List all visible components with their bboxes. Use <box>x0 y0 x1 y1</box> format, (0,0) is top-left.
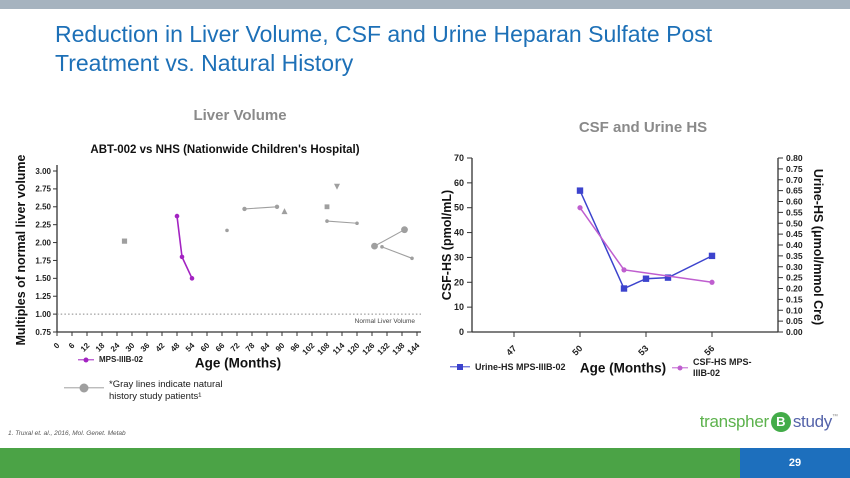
blue-square-marker-icon <box>450 363 470 371</box>
logo-text-study: study <box>792 412 832 431</box>
svg-text:90: 90 <box>274 341 287 354</box>
svg-text:0.35: 0.35 <box>786 251 803 261</box>
svg-text:60: 60 <box>199 341 212 354</box>
legend-urine-hs: Urine-HS MPS-IIIB-02 <box>450 362 566 372</box>
svg-text:132: 132 <box>376 341 392 357</box>
svg-text:0.30: 0.30 <box>786 262 803 272</box>
purple-line-marker-icon <box>78 356 94 364</box>
svg-text:50: 50 <box>454 203 464 213</box>
svg-text:0.40: 0.40 <box>786 240 803 250</box>
liver-x-axis-label: Age (Months) <box>194 355 282 371</box>
svg-text:48: 48 <box>169 341 182 354</box>
svg-text:0.75: 0.75 <box>786 164 803 174</box>
svg-text:0.55: 0.55 <box>786 207 803 217</box>
svg-text:1.75: 1.75 <box>35 256 51 265</box>
top-bar <box>0 0 850 9</box>
svg-text:0.75: 0.75 <box>35 328 51 337</box>
svg-text:0.00: 0.00 <box>786 327 803 337</box>
svg-text:0: 0 <box>52 341 62 351</box>
svg-text:0.65: 0.65 <box>786 186 803 196</box>
svg-text:138: 138 <box>391 341 407 357</box>
svg-text:2.50: 2.50 <box>35 203 51 212</box>
svg-text:20: 20 <box>454 277 464 287</box>
svg-text:126: 126 <box>361 341 377 357</box>
svg-text:70: 70 <box>454 153 464 163</box>
svg-text:1.25: 1.25 <box>35 292 51 301</box>
svg-text:66: 66 <box>214 341 227 354</box>
svg-text:54: 54 <box>184 341 197 354</box>
csf-chart-title: CSF and Urine HS <box>578 119 708 136</box>
reference-footnote: 1. Truxal et. al., 2016, Mol. Genet. Met… <box>8 430 126 437</box>
gray-line-marker-icon <box>64 382 104 393</box>
svg-text:6: 6 <box>67 341 77 351</box>
legend-mps-label: MPS-IIIB-02 <box>99 355 144 364</box>
legend-natural-history-note: *Gray lines indicate natural history stu… <box>109 379 223 402</box>
bottom-green-bar <box>0 448 850 478</box>
svg-text:42: 42 <box>154 341 167 354</box>
svg-text:0.80: 0.80 <box>786 153 803 163</box>
svg-text:2.00: 2.00 <box>35 238 51 247</box>
svg-text:72: 72 <box>229 341 242 354</box>
svg-text:0.70: 0.70 <box>786 175 803 185</box>
svg-text:47: 47 <box>504 343 518 357</box>
purple-circle-marker-icon <box>672 364 688 372</box>
svg-text:18: 18 <box>94 341 107 354</box>
legend-mps-iiib-02: MPS-IIIB-02 <box>78 355 143 364</box>
svg-text:144: 144 <box>406 341 422 357</box>
svg-text:102: 102 <box>301 341 317 357</box>
svg-text:60: 60 <box>454 178 464 188</box>
csf-left-axis-label: CSF-HS (pmol/mL) <box>440 189 454 301</box>
svg-text:10: 10 <box>454 302 464 312</box>
liver-chart-plot: 0.75 1.00 1.25 1.50 1.75 2.00 2.25 2.50 2.75 3.00… <box>35 165 422 357</box>
legend-csf-hs: CSF-HS MPS-IIIB-02 <box>672 357 755 379</box>
svg-text:50: 50 <box>570 343 584 357</box>
svg-text:84: 84 <box>259 341 272 354</box>
legend-natural-history: *Gray lines indicate natural history stu… <box>64 379 241 403</box>
page-number: 29 <box>740 448 850 478</box>
svg-text:0.25: 0.25 <box>786 273 803 283</box>
logo-b-badge-icon: B <box>770 412 791 432</box>
svg-text:0.15: 0.15 <box>786 294 803 304</box>
svg-text:0.60: 0.60 <box>786 197 803 207</box>
legend-urine-label: Urine-HS MPS-IIIB-02 <box>475 362 566 372</box>
svg-text:120: 120 <box>346 341 362 357</box>
svg-text:53: 53 <box>636 343 650 357</box>
svg-text:40: 40 <box>454 228 464 238</box>
svg-text:0.45: 0.45 <box>786 229 803 239</box>
svg-text:0.05: 0.05 <box>786 316 803 326</box>
svg-text:Normal Liver Volume: Normal Liver Volume <box>355 318 416 325</box>
svg-text:3.00: 3.00 <box>35 167 51 176</box>
svg-text:30: 30 <box>124 341 137 354</box>
svg-text:0.20: 0.20 <box>786 284 803 294</box>
svg-text:1.00: 1.00 <box>35 310 51 319</box>
svg-text:2.75: 2.75 <box>35 185 51 194</box>
urine-right-axis-label: Urine-HS (μmol/mmol Cre) <box>811 168 825 326</box>
svg-text:96: 96 <box>289 341 302 354</box>
svg-text:0: 0 <box>459 327 464 337</box>
legend-csf-label: CSF-HS MPS-IIIB-02 <box>693 357 752 378</box>
svg-text:56: 56 <box>702 343 716 357</box>
svg-text:2.25: 2.25 <box>35 220 51 229</box>
svg-text:12: 12 <box>79 341 92 354</box>
trademark-icon: ™ <box>832 414 838 420</box>
liver-y-axis-label: Multiples of normal liver volume <box>14 154 28 346</box>
liver-chart-title: Liver Volume <box>193 107 287 124</box>
svg-text:1.50: 1.50 <box>35 274 51 283</box>
svg-text:114: 114 <box>331 341 347 357</box>
svg-text:78: 78 <box>244 341 257 354</box>
svg-text:36: 36 <box>139 341 152 354</box>
svg-text:0.50: 0.50 <box>786 218 803 228</box>
svg-text:108: 108 <box>316 341 332 357</box>
svg-text:30: 30 <box>454 252 464 262</box>
slide-title: Reduction in Liver Volume, CSF and Urine… <box>55 21 713 76</box>
csf-urine-chart-plot: 0102030405060700.000.050.100.150.200.250… <box>454 153 803 357</box>
svg-text:0.10: 0.10 <box>786 305 803 315</box>
logo-text-transpher: transpher <box>699 412 769 431</box>
liver-chart-subtitle: ABT-002 vs NHS (Nationwide Children's Ho… <box>90 144 360 156</box>
csf-x-axis-label: Age (Months) <box>579 360 667 376</box>
transpher-b-study-logo: transpher B study ™ <box>700 412 838 432</box>
svg-text:24: 24 <box>109 341 122 354</box>
